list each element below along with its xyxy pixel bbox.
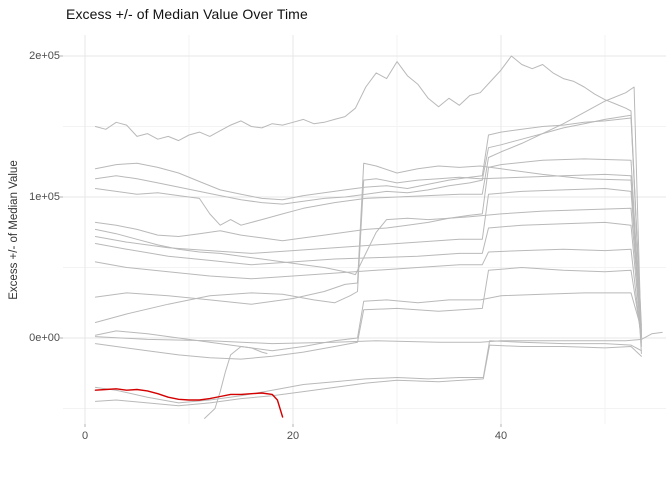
series-line [94, 331, 663, 345]
series-line [94, 221, 642, 339]
chart-title: Excess +/- of Median Value Over Time [66, 6, 308, 22]
x-tick-label: 20 [286, 430, 300, 442]
y-tick-label: 2e+05 [29, 49, 60, 62]
series-line [204, 346, 268, 419]
y-tick-label: 0e+00 [29, 331, 60, 344]
series-line [94, 292, 642, 352]
series-line [94, 344, 642, 407]
series-line [94, 188, 642, 329]
series-line [94, 114, 642, 336]
highlighted-series-line [94, 388, 284, 418]
series-line [94, 117, 642, 326]
series-line [94, 340, 642, 404]
x-tick-label: 0 [81, 430, 89, 442]
y-tick-label: 1e+05 [29, 190, 60, 203]
series-line [94, 173, 642, 354]
series-line [94, 162, 642, 335]
series-line [94, 86, 642, 347]
series-line [94, 207, 642, 333]
series-line [94, 158, 642, 338]
series-line [94, 248, 642, 343]
x-tick-label: 40 [494, 430, 508, 442]
series-line [94, 55, 642, 332]
series-line [94, 267, 642, 360]
